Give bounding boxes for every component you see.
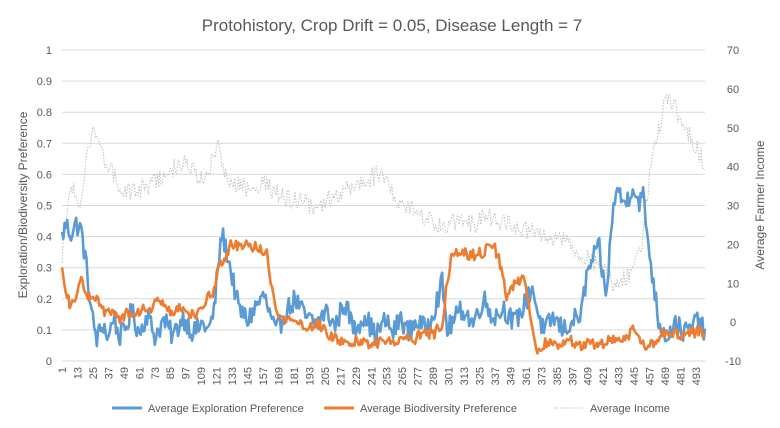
- right-axis-ticks: -10 0 10 20 30 40 50 60 70: [725, 45, 741, 368]
- x-tick-label: 217: [335, 367, 347, 385]
- x-tick-label: 61: [134, 367, 146, 379]
- x-tick-label: 133: [227, 367, 239, 385]
- x-tick-label: 457: [645, 367, 657, 385]
- series-layer: [60, 94, 707, 355]
- series-line-1: [60, 239, 707, 355]
- x-tick-label: 385: [552, 367, 564, 385]
- x-tick-label: 349: [505, 367, 517, 385]
- left-axis-ticks: 0 0.1 0.2 0.3 0.4 0.5 0.6 0.7 0.8 0.9 1: [37, 45, 52, 368]
- x-tick-label: 181: [289, 367, 301, 385]
- x-tick-label: 157: [258, 367, 270, 385]
- x-tick-label: 25: [88, 367, 100, 379]
- x-tick-label: 313: [459, 367, 471, 385]
- y-tick-label: 0.1: [37, 325, 52, 337]
- x-tick-label: 229: [351, 367, 363, 385]
- series-line-2: [61, 94, 706, 292]
- x-tick-label: 289: [428, 367, 440, 385]
- y-tick-label: 1: [46, 45, 52, 57]
- x-tick-label: 1: [57, 367, 69, 373]
- x-tick-label: 325: [474, 367, 486, 385]
- y2-tick-label: 60: [727, 84, 739, 96]
- legend-label-2: Average Income: [590, 403, 670, 415]
- x-tick-label: 277: [413, 367, 425, 385]
- x-tick-label: 13: [72, 367, 84, 379]
- x-tick-label: 97: [181, 367, 193, 379]
- x-tick-label: 169: [273, 367, 285, 385]
- x-tick-label: 85: [165, 367, 177, 379]
- y-tick-label: 0.7: [37, 138, 52, 150]
- y2-tick-label: 70: [727, 45, 739, 57]
- x-tick-label: 73: [150, 367, 162, 379]
- y2-tick-label: 20: [727, 239, 739, 251]
- x-tick-label: 397: [567, 367, 579, 385]
- y-tick-label: 0.2: [37, 294, 52, 306]
- x-tick-label: 265: [397, 367, 409, 385]
- y2-tick-label: 40: [727, 162, 739, 174]
- y-tick-label: 0.3: [37, 263, 52, 275]
- y-tick-label: 0.8: [37, 107, 52, 119]
- chart-title: Protohistory, Crop Drift = 0.05, Disease…: [202, 16, 583, 35]
- x-tick-label: 469: [660, 367, 672, 385]
- series-line-0: [60, 186, 707, 348]
- legend-label-1: Average Biodiversity Preference: [360, 403, 517, 415]
- y2-tick-label: 10: [727, 278, 739, 290]
- y2-tick-label: 0: [730, 317, 736, 329]
- x-tick-label: 421: [598, 367, 610, 385]
- x-tick-label: 193: [304, 367, 316, 385]
- legend: Average Exploration Preferen‍ce Average B…: [112, 403, 670, 415]
- legend-label-0: Average Exploration Preferen‍ce: [148, 403, 304, 415]
- y-tick-label: 0.5: [37, 201, 52, 213]
- y-tick-label: 0.6: [37, 169, 52, 181]
- x-tick-label: 433: [614, 367, 626, 385]
- x-axis-ticks: 1 13 25 37 49 61 73 85 97 109 121 133 145 157 169 181 19…: [57, 367, 703, 385]
- left-axis-title: Exploration/Biodiversity Preference: [16, 111, 30, 298]
- x-tick-label: 205: [320, 367, 332, 385]
- x-tick-label: 241: [366, 367, 378, 385]
- x-tick-label: 493: [691, 367, 703, 385]
- x-tick-label: 337: [490, 367, 502, 385]
- x-tick-label: 481: [676, 367, 688, 385]
- x-tick-label: 301: [444, 367, 456, 385]
- y2-tick-label: 30: [727, 201, 739, 213]
- right-axis-title: Average Farmer Income: [753, 140, 767, 269]
- x-tick-label: 445: [629, 367, 641, 385]
- y-tick-label: 0.4: [37, 232, 52, 244]
- x-tick-label: 37: [103, 367, 115, 379]
- y2-tick-label: 50: [727, 123, 739, 135]
- x-tick-label: 49: [119, 367, 131, 379]
- x-tick-label: 373: [536, 367, 548, 385]
- x-tick-label: 145: [243, 367, 255, 385]
- y-tick-label: 0: [46, 356, 52, 368]
- x-tick-label: 253: [382, 367, 394, 385]
- y2-tick-label: -10: [725, 356, 741, 368]
- y-tick-label: 0.9: [37, 76, 52, 88]
- x-tick-label: 409: [583, 367, 595, 385]
- x-tick-label: 361: [521, 367, 533, 385]
- x-tick-label: 121: [212, 367, 224, 385]
- x-tick-label: 109: [196, 367, 208, 385]
